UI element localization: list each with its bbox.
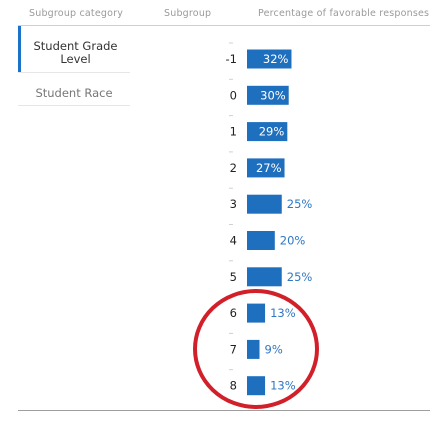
bar-grade-6 (247, 303, 266, 323)
header-divider (18, 25, 430, 26)
subgroup-label: -1 (226, 52, 237, 66)
value-label: 13% (270, 306, 296, 320)
bar-grade-7 (247, 339, 260, 359)
value-label: 27% (256, 161, 282, 175)
bar-grade-5 (247, 267, 282, 287)
value-label: 13% (270, 379, 296, 393)
value-label: 30% (260, 88, 286, 102)
subgroup-label: 3 (230, 197, 237, 211)
subgroup-label: 7 (230, 342, 237, 356)
category-divider (18, 72, 130, 73)
subgroup-label: 5 (230, 270, 237, 284)
bar-grade-3 (247, 194, 282, 214)
bar-grade-1 (247, 122, 288, 142)
category-student-grade-level[interactable]: Student Grade Level (18, 26, 130, 72)
bar-grade-8 (247, 376, 266, 396)
category-student-race[interactable]: Student Race (18, 80, 130, 106)
bar-grade--1 (247, 49, 292, 69)
value-label: 9% (265, 342, 283, 356)
bar-grade-4 (247, 231, 275, 250)
subgroup-label: 6 (230, 306, 237, 320)
subgroup-label: 4 (230, 234, 237, 248)
value-label: 29% (259, 125, 285, 139)
subgroup-label: 1 (230, 125, 237, 139)
bottom-divider (18, 410, 430, 411)
annotation-circle (193, 289, 319, 409)
subgroup-label: 2 (230, 161, 237, 175)
value-label: 20% (280, 234, 306, 248)
value-label: 25% (287, 270, 313, 284)
bar-grade-0 (247, 85, 289, 105)
table-header: Subgroup category Subgroup Percentage of… (0, 0, 448, 24)
value-label: 32% (263, 52, 289, 66)
percentage-header: Percentage of favorable responses (258, 8, 430, 19)
subgroup-header: Subgroup (164, 8, 212, 19)
subgroup-label: 0 (230, 88, 237, 102)
subgroup-category-header: Subgroup category (29, 8, 124, 19)
value-label: 25% (287, 197, 313, 211)
bar-grade-2 (247, 158, 285, 178)
subgroup-label: 8 (230, 379, 237, 393)
